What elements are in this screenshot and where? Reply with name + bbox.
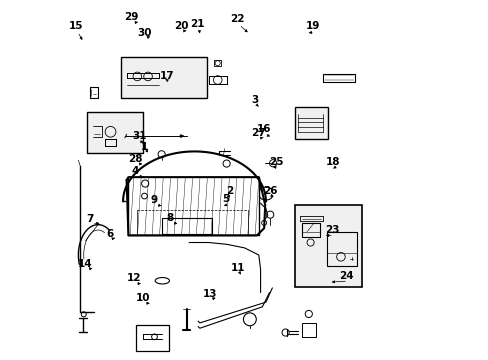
Text: 13: 13 — [202, 289, 217, 298]
Text: 9: 9 — [151, 195, 158, 204]
Text: 30: 30 — [137, 28, 151, 38]
Text: 3: 3 — [251, 95, 258, 105]
Text: 8: 8 — [166, 212, 173, 222]
Text: 4: 4 — [132, 166, 139, 176]
Text: 29: 29 — [124, 13, 138, 22]
Text: 10: 10 — [135, 293, 150, 303]
Text: 25: 25 — [268, 157, 283, 167]
Text: 19: 19 — [305, 21, 320, 31]
Text: 5: 5 — [222, 194, 229, 204]
Bar — [87, 112, 142, 153]
Text: 23: 23 — [324, 225, 339, 235]
Text: 21: 21 — [190, 19, 204, 29]
Text: 11: 11 — [230, 262, 245, 273]
Text: 15: 15 — [68, 21, 83, 31]
Text: 26: 26 — [263, 186, 277, 196]
Text: 1: 1 — [141, 142, 148, 152]
Text: 28: 28 — [128, 154, 142, 163]
Bar — [121, 57, 206, 98]
Text: 17: 17 — [160, 71, 174, 81]
Text: 18: 18 — [325, 157, 340, 167]
Text: 31: 31 — [132, 131, 146, 141]
Text: 24: 24 — [338, 271, 353, 281]
Text: 6: 6 — [106, 229, 113, 239]
Bar — [294, 107, 328, 139]
Text: 27: 27 — [251, 128, 265, 138]
Text: 14: 14 — [78, 259, 93, 269]
Bar — [162, 218, 212, 234]
Text: 2: 2 — [225, 186, 233, 196]
Bar — [135, 325, 169, 351]
Bar — [294, 205, 362, 287]
Bar — [323, 74, 354, 82]
Text: 22: 22 — [230, 14, 244, 24]
Text: 16: 16 — [256, 124, 271, 134]
Text: 7: 7 — [86, 213, 94, 224]
Text: 12: 12 — [126, 273, 141, 283]
Text: 20: 20 — [173, 21, 188, 31]
Bar — [326, 232, 356, 266]
